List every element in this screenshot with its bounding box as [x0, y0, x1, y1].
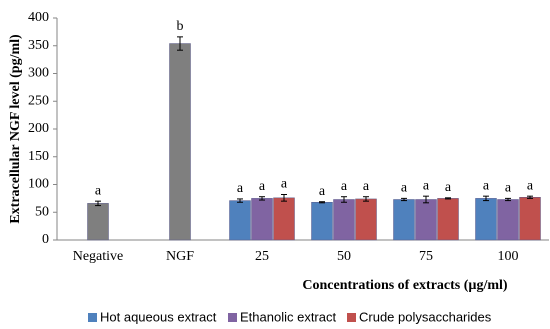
bar — [87, 203, 109, 241]
bar — [273, 197, 295, 241]
bar — [229, 200, 251, 241]
y-tick-label: 0 — [42, 232, 49, 247]
significance-letter: a — [527, 178, 534, 193]
significance-letter: a — [445, 180, 452, 195]
x-axis-title: Concentrations of extracts (µg/ml) — [302, 278, 508, 293]
bar — [393, 199, 415, 241]
legend-swatch — [347, 313, 356, 322]
significance-letter: a — [423, 178, 430, 193]
legend-swatch — [88, 313, 97, 322]
bar — [311, 202, 333, 241]
y-tick-label: 50 — [35, 204, 49, 219]
significance-letter: a — [505, 181, 512, 196]
significance-letter: a — [363, 179, 370, 194]
legend-label: Crude polysaccharides — [359, 309, 492, 324]
significance-letter: a — [341, 179, 348, 194]
bar — [355, 198, 377, 241]
x-tick-label: 50 — [337, 249, 351, 264]
significance-letter: a — [95, 183, 102, 198]
x-tick-label: NGF — [166, 249, 194, 264]
legend-label: Hot aqueous extract — [100, 309, 217, 324]
bar — [519, 197, 541, 241]
x-tick-label: 25 — [255, 249, 269, 264]
significance-letter: a — [237, 181, 244, 196]
bar — [475, 198, 497, 241]
significance-letter: a — [259, 179, 266, 194]
y-tick-label: 250 — [28, 93, 49, 108]
bar — [251, 198, 273, 241]
significance-letter: b — [177, 19, 184, 34]
y-axis-title: Extracellular NGF level (pg/ml) — [8, 34, 23, 224]
y-tick-label: 200 — [28, 121, 49, 136]
bar — [437, 198, 459, 241]
y-tick-label: 300 — [28, 66, 49, 81]
y-tick-label: 400 — [28, 10, 49, 25]
bar — [415, 199, 437, 241]
legend-label: Ethanolic extract — [240, 309, 336, 324]
legend-swatch — [228, 313, 237, 322]
bar — [333, 199, 355, 241]
significance-letter: a — [319, 184, 326, 199]
x-tick-label: 75 — [419, 249, 433, 264]
x-tick-label: 100 — [498, 249, 519, 264]
y-tick-label: 150 — [28, 149, 49, 164]
x-tick-label: Negative — [73, 249, 124, 264]
y-tick-label: 100 — [28, 177, 49, 192]
bar — [497, 199, 519, 241]
y-tick-label: 350 — [28, 38, 49, 53]
significance-letter: a — [281, 177, 288, 192]
significance-letter: a — [483, 178, 490, 193]
bar — [169, 43, 191, 241]
significance-letter: a — [401, 181, 408, 196]
